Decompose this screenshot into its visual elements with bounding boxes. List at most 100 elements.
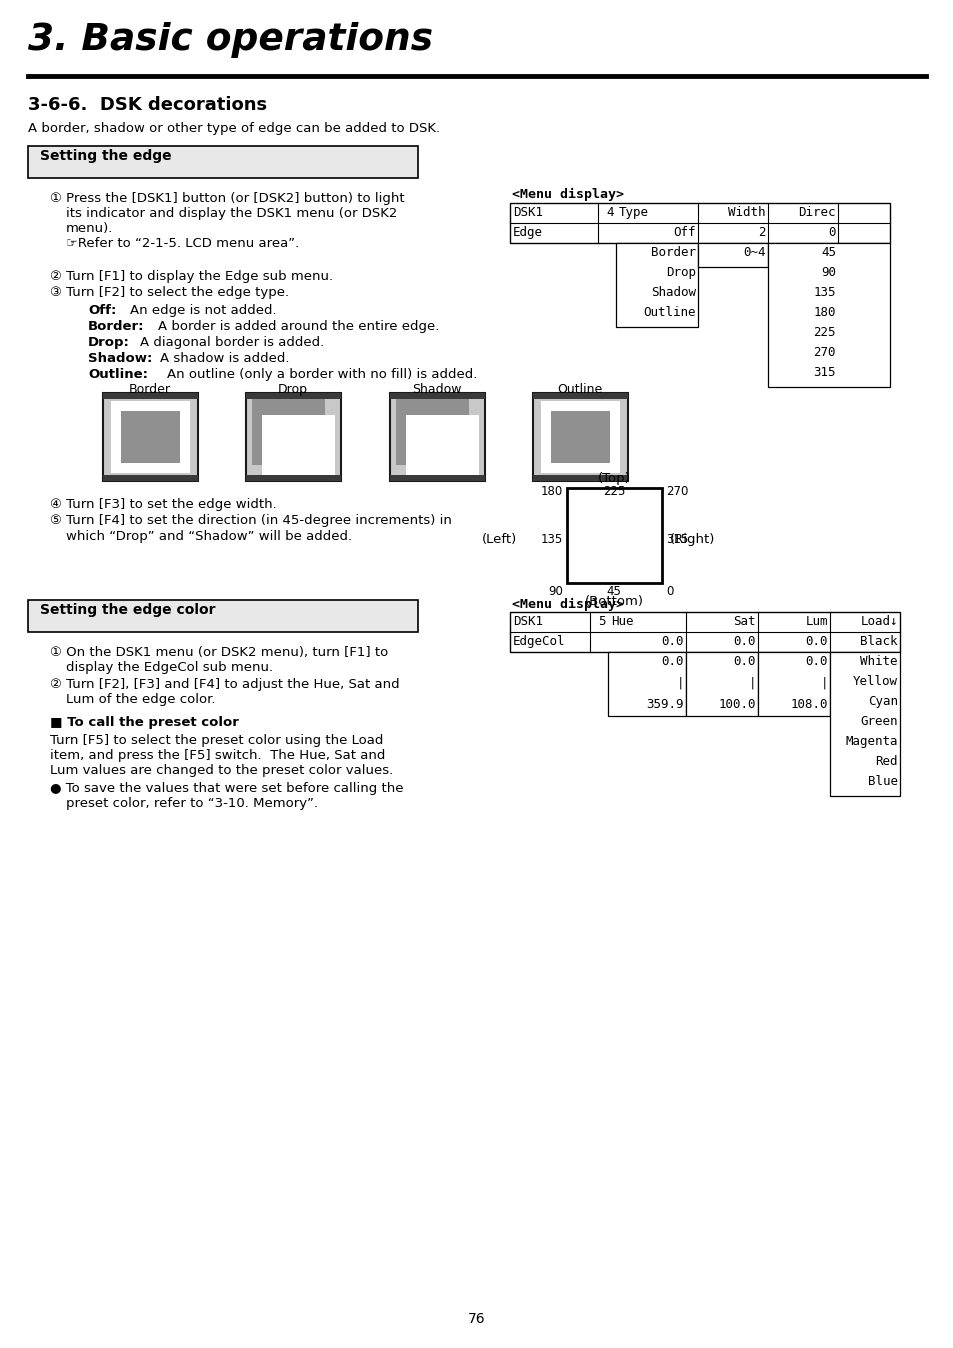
Text: A border, shadow or other type of edge can be added to DSK.: A border, shadow or other type of edge c…	[28, 123, 439, 135]
Bar	[111, 400, 190, 473]
Text: Setting the edge color: Setting the edge color	[40, 603, 215, 617]
Text: preset color, refer to “3-10. Memory”.: preset color, refer to “3-10. Memory”.	[66, 797, 317, 810]
Text: 315: 315	[813, 367, 835, 379]
Text: ■ To call the preset color: ■ To call the preset color	[50, 716, 238, 729]
Bar	[390, 394, 484, 399]
Text: Blue: Blue	[867, 775, 897, 789]
Text: 180: 180	[813, 306, 835, 319]
Text: 270: 270	[665, 485, 688, 497]
Text: item, and press the [F5] switch.  The Hue, Sat and: item, and press the [F5] switch. The Hue…	[50, 749, 385, 762]
Text: 135: 135	[540, 532, 562, 546]
Text: 2: 2	[758, 226, 765, 239]
Text: An edge is not added.: An edge is not added.	[130, 305, 276, 317]
Text: which “Drop” and “Shadow” will be added.: which “Drop” and “Shadow” will be added.	[66, 530, 352, 543]
Text: 45: 45	[821, 245, 835, 259]
Text: 225: 225	[602, 485, 624, 497]
Bar	[390, 394, 484, 481]
Text: ④ Turn [F3] to set the edge width.: ④ Turn [F3] to set the edge width.	[50, 497, 276, 511]
Text: 76: 76	[468, 1312, 485, 1326]
Text: ① Press the [DSK1] button (or [DSK2] button) to light: ① Press the [DSK1] button (or [DSK2] but…	[50, 191, 404, 205]
Bar	[767, 243, 889, 387]
Text: its indicator and display the DSK1 menu (or DSK2: its indicator and display the DSK1 menu …	[66, 208, 397, 220]
Text: ⑤ Turn [F4] to set the direction (in 45-degree increments) in: ⑤ Turn [F4] to set the direction (in 45-…	[50, 514, 452, 527]
Text: EdgeCol: EdgeCol	[513, 635, 565, 648]
Text: Direc: Direc	[798, 206, 835, 218]
Bar	[566, 488, 661, 582]
Text: display the EdgeCol sub menu.: display the EdgeCol sub menu.	[66, 661, 273, 674]
Bar	[246, 474, 340, 481]
Text: Edge: Edge	[513, 226, 542, 239]
Bar	[103, 474, 198, 481]
Bar	[28, 600, 417, 632]
Text: 5: 5	[598, 615, 605, 628]
Text: ③ Turn [F2] to select the edge type.: ③ Turn [F2] to select the edge type.	[50, 286, 289, 299]
Text: 359.9: 359.9	[646, 698, 683, 710]
Text: Off: Off	[673, 226, 696, 239]
Text: Magenta: Magenta	[844, 735, 897, 748]
Text: Border:: Border:	[88, 319, 144, 333]
Text: ② Turn [F1] to display the Edge sub menu.: ② Turn [F1] to display the Edge sub menu…	[50, 270, 333, 283]
Text: |: |	[820, 677, 827, 689]
Bar	[510, 204, 889, 243]
Bar	[28, 146, 417, 178]
Text: 0.0: 0.0	[804, 655, 827, 669]
Text: Yellow: Yellow	[852, 675, 897, 687]
Text: Sat: Sat	[733, 615, 755, 628]
Text: Off:: Off:	[88, 305, 116, 317]
Text: Hue: Hue	[610, 615, 633, 628]
Bar	[246, 394, 340, 399]
Bar	[390, 474, 484, 481]
Text: |: |	[676, 677, 683, 689]
Text: Type: Type	[618, 206, 648, 218]
Text: 3-6-6.  DSK decorations: 3-6-6. DSK decorations	[28, 96, 267, 115]
Text: Border: Border	[650, 245, 696, 259]
Bar	[252, 399, 325, 465]
Bar	[533, 474, 627, 481]
Text: DSK1: DSK1	[513, 615, 542, 628]
Text: Drop: Drop	[665, 266, 696, 279]
Bar	[533, 394, 627, 399]
Text: Lum values are changed to the preset color values.: Lum values are changed to the preset col…	[50, 764, 393, 776]
Bar	[395, 399, 469, 465]
Text: 0: 0	[665, 585, 673, 599]
Text: Border: Border	[129, 383, 171, 396]
Bar	[406, 415, 478, 474]
Bar	[829, 652, 899, 797]
Bar	[551, 411, 609, 462]
Text: Cyan: Cyan	[867, 696, 897, 708]
Text: Lum of the edge color.: Lum of the edge color.	[66, 693, 215, 706]
Text: 180: 180	[540, 485, 562, 497]
Text: DSK1: DSK1	[513, 206, 542, 218]
Text: Outline: Outline	[557, 383, 602, 396]
Text: |: |	[748, 677, 755, 689]
Text: 90: 90	[821, 266, 835, 279]
Text: Drop: Drop	[277, 383, 308, 396]
Bar	[540, 400, 619, 473]
Text: Shadow:: Shadow:	[88, 352, 152, 365]
Text: (Right): (Right)	[669, 532, 715, 546]
Text: ☞Refer to “2-1-5. LCD menu area”.: ☞Refer to “2-1-5. LCD menu area”.	[66, 237, 299, 249]
Text: Drop:: Drop:	[88, 336, 130, 349]
Text: 4: 4	[606, 206, 614, 218]
Text: 90: 90	[548, 585, 562, 599]
Text: 100.0: 100.0	[718, 698, 755, 710]
Text: <Menu display>: <Menu display>	[512, 599, 623, 611]
Text: 0.0: 0.0	[660, 655, 683, 669]
Bar	[246, 394, 340, 481]
Text: ● To save the values that were set before calling the: ● To save the values that were set befor…	[50, 782, 403, 795]
Text: 225: 225	[813, 326, 835, 338]
Text: 0.0: 0.0	[733, 655, 755, 669]
Text: A border is added around the entire edge.: A border is added around the entire edge…	[158, 319, 439, 333]
Text: 135: 135	[813, 286, 835, 299]
Text: Red: Red	[875, 755, 897, 768]
Text: 0.0: 0.0	[804, 635, 827, 648]
Text: An outline (only a border with no fill) is added.: An outline (only a border with no fill) …	[167, 368, 476, 381]
Text: 0: 0	[827, 226, 835, 239]
Bar	[103, 394, 198, 481]
Text: 0.0: 0.0	[660, 635, 683, 648]
Text: A diagonal border is added.: A diagonal border is added.	[140, 336, 324, 349]
Text: Load↓: Load↓	[860, 615, 897, 628]
Text: Outline: Outline	[643, 306, 696, 319]
Text: A shadow is added.: A shadow is added.	[160, 352, 289, 365]
Bar	[262, 415, 335, 474]
